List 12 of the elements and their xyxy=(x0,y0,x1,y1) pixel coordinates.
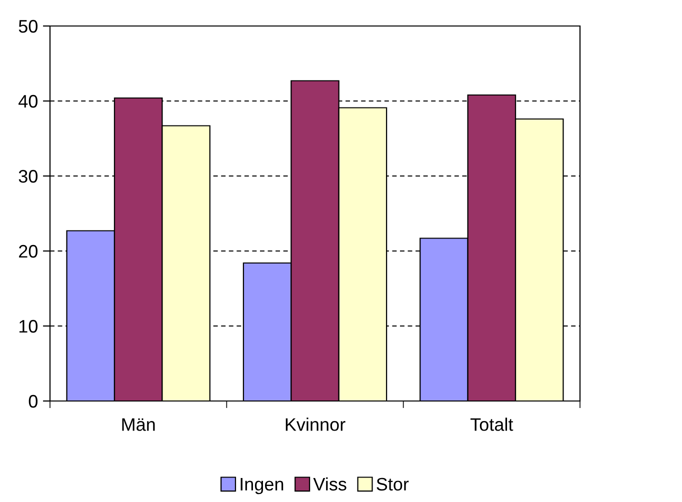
y-tick-label: 40 xyxy=(18,94,38,108)
y-tick-label: 30 xyxy=(18,170,38,183)
y-tick-label: 10 xyxy=(19,320,38,333)
y-tick-label: 20 xyxy=(19,244,38,258)
legend-label: Stor xyxy=(376,478,409,491)
y-tick-label: 50 xyxy=(18,20,38,33)
legend-label: Ingen xyxy=(240,478,284,494)
y-tick-label: 0 xyxy=(28,394,38,408)
x-tick-label: Män xyxy=(122,418,155,431)
legend-label: Viss xyxy=(313,477,346,491)
x-tick-label: Totalt xyxy=(470,418,514,431)
x-tick-label: Kvinnor xyxy=(286,418,346,431)
